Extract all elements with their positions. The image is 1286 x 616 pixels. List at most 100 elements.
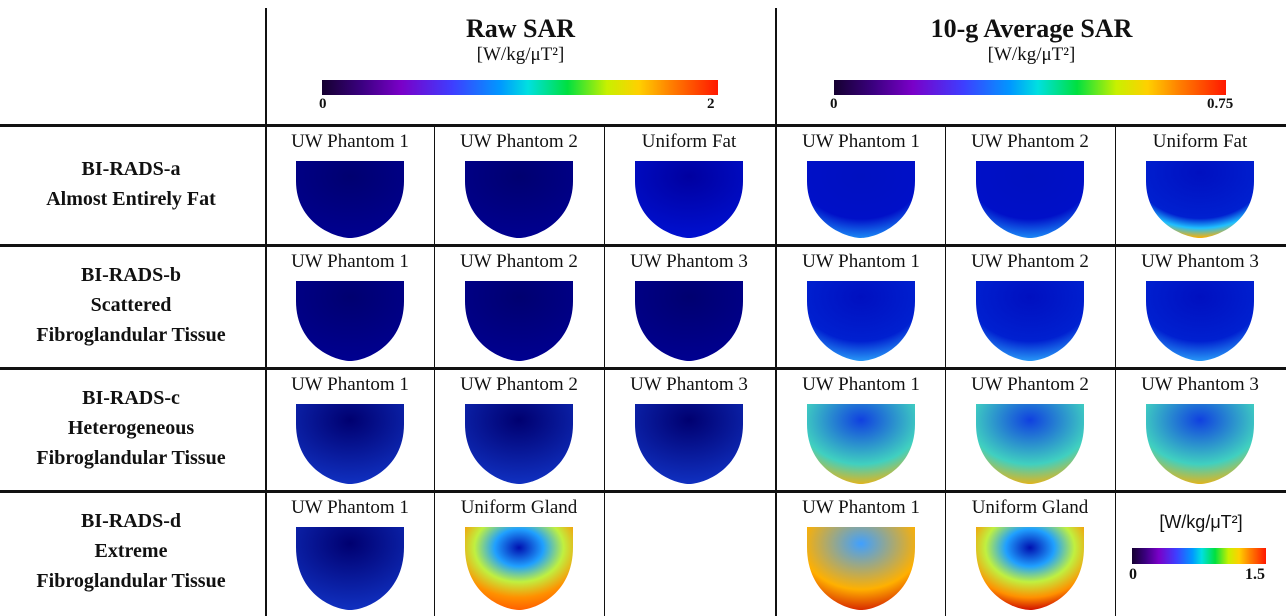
breast-phantom-shape — [465, 527, 573, 610]
sar-map-image — [976, 161, 1084, 238]
phantom-label: UW Phantom 1 — [291, 374, 409, 395]
row-label-line1: BI-RADS-c — [82, 387, 180, 409]
phantom-label: UW Phantom 3 — [1141, 251, 1259, 272]
breast-phantom-shape — [976, 404, 1084, 484]
inset-colorbar-max: 1.5 — [1245, 566, 1265, 583]
breast-phantom-shape — [465, 404, 573, 484]
sar-map-image — [296, 404, 404, 484]
phantom-label: UW Phantom 2 — [460, 251, 578, 272]
row-label-line2: Heterogeneous — [67, 417, 195, 439]
raw-sar-title: Raw SAR — [465, 14, 576, 43]
sar-map-image — [465, 404, 573, 484]
phantom-cell: UW Phantom 1 — [266, 370, 434, 490]
inset-colorbar-min: 0 — [1129, 566, 1137, 583]
sar-map-image — [1146, 404, 1254, 484]
breast-phantom-shape — [976, 281, 1084, 361]
avg-sar-unit: [W/kg/μT²] — [987, 44, 1076, 65]
row-label-line2: Scattered — [90, 294, 172, 316]
divider-col-1 — [434, 126, 435, 616]
avg-sar-max: 0.75 — [1207, 96, 1234, 112]
sar-map-image — [635, 161, 743, 238]
divider-left — [265, 8, 267, 616]
sar-map-image — [976, 404, 1084, 484]
phantom-label: UW Phantom 3 — [630, 251, 748, 272]
breast-phantom-shape — [635, 404, 743, 484]
sar-map-image — [807, 281, 915, 361]
phantom-cell: UW Phantom 1 — [777, 127, 945, 244]
row-label-line1: BI-RADS-a — [81, 158, 181, 180]
phantom-cell: UW Phantom 1 — [777, 493, 945, 616]
divider-col-4 — [945, 126, 946, 616]
phantom-cell: Uniform Gland — [435, 493, 603, 616]
sar-map-image — [296, 161, 404, 238]
phantom-label: Uniform Fat — [641, 131, 737, 152]
breast-phantom-shape — [1146, 161, 1254, 238]
row-label-c: BI-RADS-c Heterogeneous Fibroglandular T… — [0, 383, 262, 473]
sar-map-image — [1146, 161, 1254, 238]
breast-phantom-shape — [296, 527, 404, 610]
sar-map-image — [465, 281, 573, 361]
row-label-line3: Fibroglandular Tissue — [36, 570, 226, 592]
phantom-label: UW Phantom 2 — [460, 131, 578, 152]
phantom-label: UW Phantom 2 — [971, 374, 1089, 395]
phantom-label: UW Phantom 1 — [802, 497, 920, 518]
phantom-label: UW Phantom 1 — [802, 374, 920, 395]
breast-phantom-shape — [296, 404, 404, 484]
breast-phantom-shape — [807, 527, 915, 610]
sar-map-image — [1146, 281, 1254, 361]
inset-colorbar — [1132, 548, 1266, 564]
phantom-label: Uniform Gland — [460, 497, 578, 518]
row-label-a: BI-RADS-a Almost Entirely Fat — [0, 154, 262, 214]
raw-sar-unit: [W/kg/μT²] — [476, 44, 565, 65]
breast-phantom-shape — [296, 281, 404, 361]
phantom-cell: Uniform Gland — [946, 493, 1114, 616]
breast-phantom-shape — [807, 161, 915, 238]
sar-map-image — [465, 161, 573, 238]
avg-sar-header: 10-g Average SAR [W/kg/μT²] — [777, 14, 1286, 66]
raw-sar-min: 0 — [319, 96, 327, 112]
phantom-cell: Uniform Fat — [605, 127, 773, 244]
phantom-label: UW Phantom 1 — [802, 251, 920, 272]
phantom-cell: UW Phantom 1 — [266, 247, 434, 367]
row-label-line1: BI-RADS-b — [80, 264, 182, 286]
phantom-cell: UW Phantom 1 — [777, 247, 945, 367]
phantom-label: Uniform Gland — [971, 497, 1089, 518]
phantom-cell: Uniform Fat — [1116, 127, 1284, 244]
sar-map-image — [296, 281, 404, 361]
phantom-cell: UW Phantom 2 — [946, 370, 1114, 490]
row-divider-2 — [0, 367, 1286, 370]
breast-phantom-shape — [1146, 404, 1254, 484]
phantom-label: UW Phantom 3 — [630, 374, 748, 395]
breast-phantom-shape — [976, 527, 1084, 610]
phantom-cell: UW Phantom 3 — [1116, 370, 1284, 490]
phantom-label: UW Phantom 2 — [971, 131, 1089, 152]
sar-map-image — [807, 404, 915, 484]
phantom-cell: UW Phantom 3 — [605, 370, 773, 490]
row-label-d: BI-RADS-d Extreme Fibroglandular Tissue — [0, 506, 262, 596]
breast-phantom-shape — [1146, 281, 1254, 361]
breast-phantom-shape — [976, 161, 1084, 238]
row-label-b: BI-RADS-b Scattered Fibroglandular Tissu… — [0, 260, 262, 350]
phantom-label: UW Phantom 3 — [1141, 374, 1259, 395]
phantom-cell: UW Phantom 1 — [777, 370, 945, 490]
row-divider-1 — [0, 244, 1286, 247]
row-label-line2: Extreme — [94, 540, 168, 562]
phantom-cell: UW Phantom 3 — [1116, 247, 1284, 367]
raw-sar-max: 2 — [707, 96, 715, 112]
phantom-cell: UW Phantom 2 — [435, 247, 603, 367]
phantom-label: UW Phantom 1 — [291, 497, 409, 518]
avg-sar-colorbar — [834, 80, 1226, 95]
breast-phantom-shape — [807, 281, 915, 361]
avg-sar-title: 10-g Average SAR — [930, 14, 1133, 43]
phantom-label: UW Phantom 1 — [291, 251, 409, 272]
breast-phantom-shape — [807, 404, 915, 484]
phantom-cell: UW Phantom 2 — [946, 127, 1114, 244]
phantom-label: UW Phantom 2 — [460, 374, 578, 395]
divider-col-5 — [1115, 126, 1116, 616]
phantom-cell: UW Phantom 2 — [435, 127, 603, 244]
row-label-line2: Almost Entirely Fat — [46, 188, 216, 210]
avg-sar-min: 0 — [830, 96, 838, 112]
row-divider-0 — [0, 124, 1286, 127]
breast-phantom-shape — [465, 161, 573, 238]
phantom-label: UW Phantom 1 — [802, 131, 920, 152]
